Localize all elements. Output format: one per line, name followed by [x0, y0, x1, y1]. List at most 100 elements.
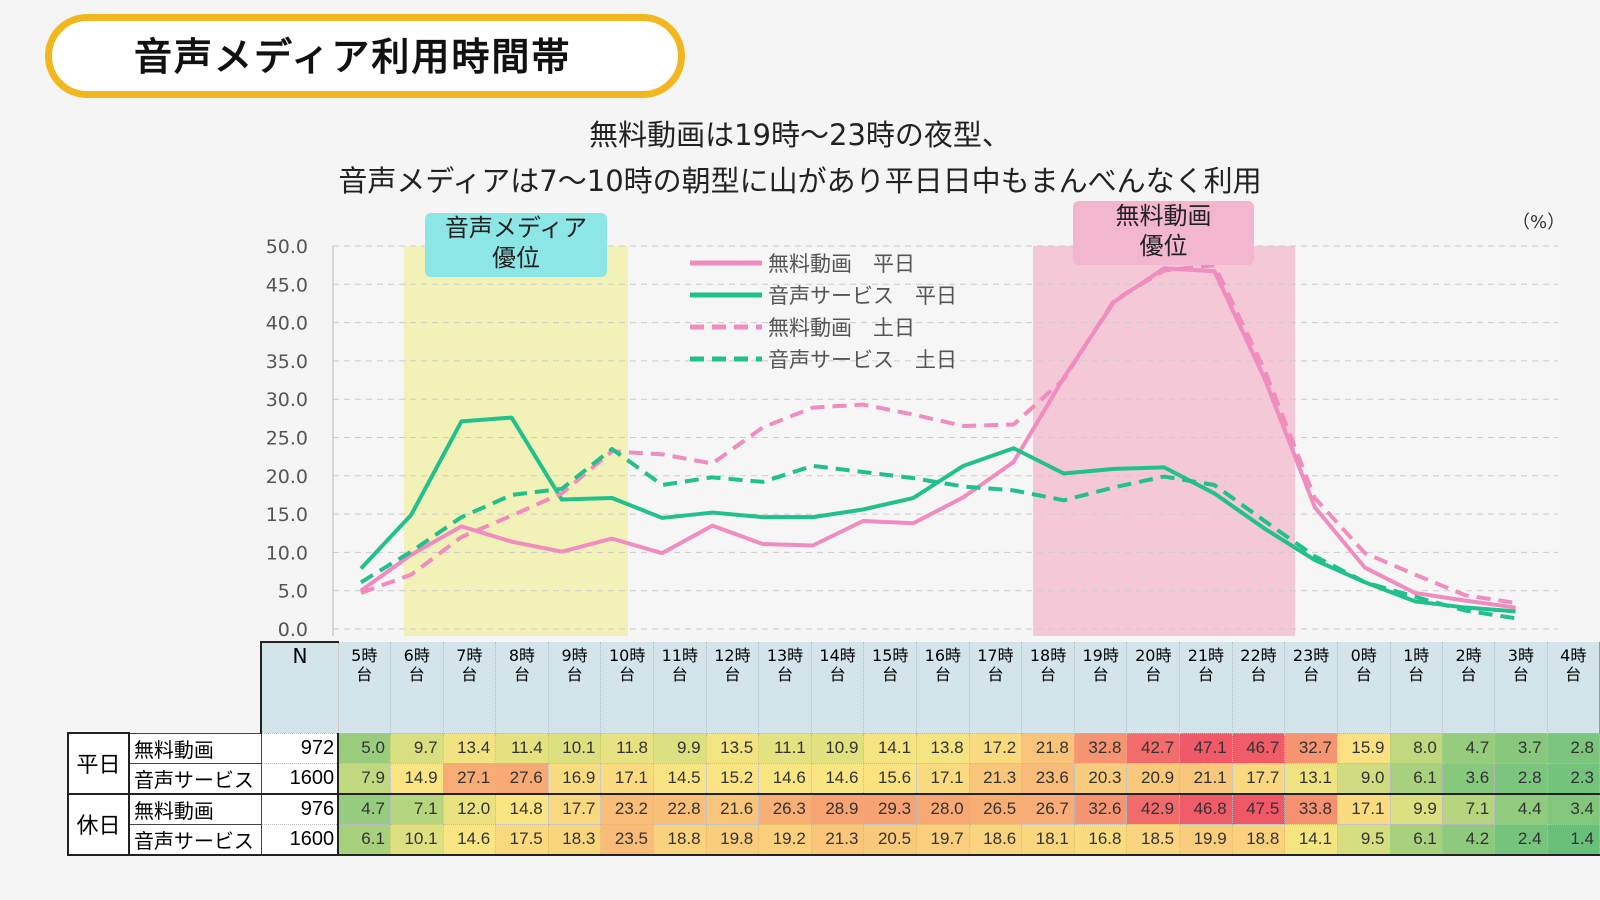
- data-cell: 47.5: [1231, 793, 1286, 825]
- data-cell: 10.9: [810, 732, 865, 764]
- data-cell: 18.6: [968, 823, 1023, 855]
- row-label: 無料動画: [128, 793, 262, 825]
- data-cell: 27.1: [442, 762, 497, 794]
- data-cell: 9.9: [652, 732, 707, 764]
- data-cell: 11.1: [758, 732, 812, 764]
- series-line: [359, 415, 1516, 614]
- y-tick-label: 50.0: [266, 236, 308, 258]
- data-cell: 33.8: [1284, 793, 1338, 825]
- data-cell: 19.7: [916, 823, 970, 855]
- data-cell: 20.9: [1126, 762, 1181, 794]
- data-cell: 2.4: [1494, 823, 1548, 855]
- data-cell: 42.7: [1126, 732, 1181, 764]
- data-cell: 19.2: [758, 823, 812, 855]
- data-cell: 3.7: [1494, 732, 1548, 764]
- x-tick-label: 23時台: [1284, 642, 1338, 733]
- data-table: N 5時台 6時台 7時台 8時台 9時台 10時台 11時台 12時台 13時台 14時台 15時台…: [67, 641, 1600, 856]
- data-cell: 19.8: [705, 823, 760, 855]
- data-cell: 9.9: [1389, 793, 1443, 825]
- y-tick-label: 45.0: [266, 274, 308, 296]
- series-line: [359, 446, 1516, 621]
- data-cell: 17.7: [547, 793, 602, 825]
- x-tick-label: 15時台: [863, 642, 917, 733]
- data-cell: 21.8: [1021, 732, 1075, 764]
- data-cell: 17.2: [968, 732, 1023, 764]
- data-cell: 9.0: [1336, 762, 1391, 794]
- data-cell: 13.1: [1284, 762, 1338, 794]
- data-cell: 27.6: [495, 762, 549, 794]
- video-advantage-band: [1033, 246, 1295, 636]
- data-cell: 3.4: [1546, 793, 1600, 825]
- data-cell: 15.6: [863, 762, 918, 794]
- data-cell: 20.3: [1073, 762, 1128, 794]
- data-cell: 32.7: [1284, 732, 1338, 764]
- x-tick-label: 6時台: [389, 642, 444, 733]
- data-cell: 17.5: [495, 823, 549, 855]
- y-tick-label: 15.0: [266, 504, 308, 526]
- data-cell: 9.5: [1336, 823, 1391, 855]
- y-tick-label: 40.0: [266, 313, 308, 335]
- x-tick-label: 7時台: [442, 642, 496, 733]
- series-line: [359, 266, 1516, 610]
- audio-advantage-label: 音声メディア 優位: [425, 213, 607, 277]
- x-tick-label: 13時台: [758, 642, 812, 733]
- data-cell: 14.5: [652, 762, 707, 794]
- subtitle-line-1: 無料動画は19時～23時の夜型、: [589, 118, 1011, 152]
- data-cell: 17.1: [600, 762, 654, 794]
- data-cell: 16.9: [547, 762, 602, 794]
- data-cell: 22.8: [652, 793, 707, 825]
- x-tick-label: 5時台: [337, 642, 391, 733]
- legend-label: 無料動画 土日: [768, 316, 915, 340]
- data-cell: 29.3: [863, 793, 918, 825]
- data-cell: 14.1: [1284, 823, 1338, 855]
- data-cell: 42.9: [1126, 793, 1181, 825]
- data-cell: 14.6: [758, 762, 812, 794]
- data-cell: 1.4: [1546, 823, 1600, 855]
- x-tick-label: 18時台: [1021, 642, 1075, 733]
- data-cell: 4.7: [1441, 732, 1496, 764]
- legend-label: 音声サービス 土日: [768, 348, 957, 372]
- data-cell: 18.8: [652, 823, 707, 855]
- data-cell: 6.1: [1389, 823, 1443, 855]
- data-cell: 11.4: [495, 732, 549, 764]
- sample-size: 1600: [260, 823, 340, 855]
- table-row: 休日 無料動画 976 4.7 7.1 12.0 14.8 17.7 23.2 22.8 21.6 2…: [67, 792, 1600, 856]
- data-cell: 7.1: [1441, 793, 1496, 825]
- data-cell: 14.1: [863, 732, 918, 764]
- x-tick-label: 2時台: [1441, 642, 1495, 733]
- sample-size: 976: [260, 793, 340, 825]
- data-cell: 20.5: [863, 823, 918, 855]
- data-cell: 13.5: [705, 732, 760, 764]
- table-row: 平日 無料動画 972 5.0 9.7 13.4 11.4 10.1 11.8 9.9 13.5 11…: [67, 732, 1600, 795]
- data-cell: 28.0: [916, 793, 970, 825]
- subtitle-line-2: 音声メディアは7～10時の朝型に山があり平日日中もまんべんなく利用: [338, 164, 1262, 198]
- x-tick-label: 16時台: [916, 642, 970, 733]
- x-tick-label: 21時台: [1179, 642, 1233, 733]
- data-cell: 18.8: [1231, 823, 1286, 855]
- data-cell: 26.7: [1021, 793, 1075, 825]
- data-cell: 14.9: [389, 762, 444, 794]
- data-cell: 10.1: [547, 732, 602, 764]
- group-label: 平日: [67, 732, 130, 795]
- data-cell: 21.3: [968, 762, 1023, 794]
- data-cell: 47.1: [1179, 732, 1233, 764]
- data-cell: 23.6: [1021, 762, 1075, 794]
- data-cell: 14.8: [495, 793, 549, 825]
- x-tick-label: 17時台: [968, 642, 1022, 733]
- video-advantage-label: 無料動画 優位: [1073, 201, 1254, 265]
- data-cell: 21.3: [810, 823, 865, 855]
- legend-label: 音声サービス 平日: [768, 284, 957, 308]
- x-tick-label: 19時台: [1073, 642, 1127, 733]
- data-cell: 19.9: [1179, 823, 1233, 855]
- x-tick-label: 10時台: [600, 642, 654, 733]
- data-cell: 8.0: [1389, 732, 1443, 764]
- x-tick-label: 9時台: [547, 642, 601, 733]
- sample-size: 1600: [260, 762, 340, 794]
- data-cell: 2.3: [1546, 762, 1600, 794]
- data-cell: 4.2: [1441, 823, 1496, 855]
- data-cell: 18.5: [1126, 823, 1181, 855]
- y-tick-label: 10.0: [266, 542, 308, 564]
- data-cell: 12.0: [442, 793, 497, 825]
- audio-advantage-band: [404, 246, 628, 636]
